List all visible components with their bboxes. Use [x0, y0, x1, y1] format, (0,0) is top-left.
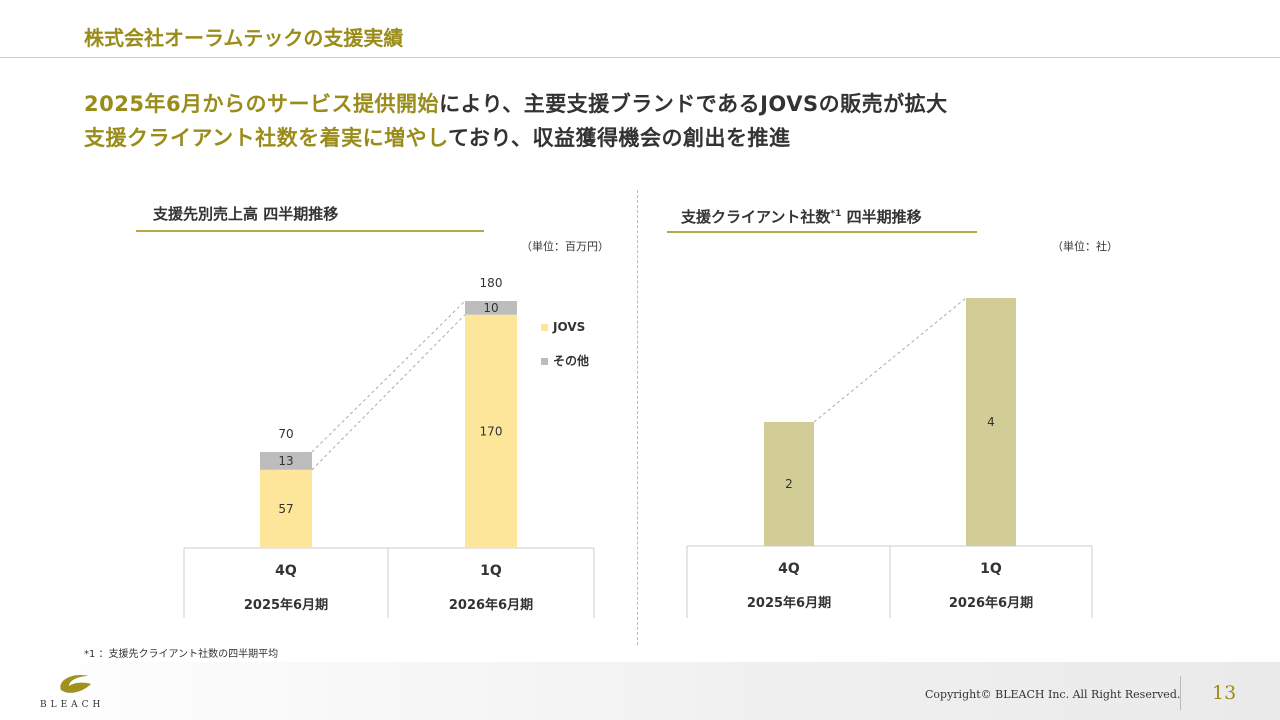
clients-bar-chart: 2 4Q 2025年6月期 4 1Q 2026年6月期: [686, 297, 1093, 618]
right-chart-title-tail: 四半期推移: [841, 208, 922, 226]
footer-band: [0, 662, 1280, 720]
data-label-clients: 4: [987, 415, 995, 429]
x-period-label: 2026年6月期: [449, 597, 533, 613]
legend-item-other: その他: [541, 352, 589, 369]
data-label-clients: 2: [785, 477, 793, 491]
left-chart-unit: （単位：百万円）: [521, 240, 609, 253]
growth-connector: [813, 297, 967, 423]
footer-separator: [1180, 676, 1181, 710]
left-chart-title-rule: [136, 230, 484, 232]
bar-clients: [764, 422, 814, 546]
right-chart-title-main: 支援クライアント社数: [681, 208, 831, 226]
bar-jovs: [465, 314, 517, 548]
footnote: *1 ：支援先クライアント社数の四半期平均: [84, 649, 279, 660]
legend-swatch-jovs: [541, 324, 548, 331]
x-tick-label: 1Q: [480, 563, 502, 579]
headline-line-1-rest: により、主要支援ブランドであるJOVSの販売が拡大: [439, 92, 948, 116]
right-chart-unit: （単位：社）: [1052, 240, 1118, 253]
x-period-label: 2025年6月期: [244, 597, 328, 613]
bleach-logo-icon: [60, 674, 91, 693]
headline-line-2-rest: ており、収益獲得機会の創出を推進: [448, 126, 791, 150]
bar-other: [465, 301, 517, 315]
x-period-label: 2026年6月期: [949, 595, 1033, 611]
title-divider: [0, 57, 1280, 58]
headline-line-1-highlight: 2025年6月からのサービス提供開始: [84, 92, 440, 116]
x-tick-label: 4Q: [275, 563, 297, 579]
logo-wordmark: BLEACH: [40, 700, 105, 710]
bar-clients: [966, 298, 1016, 546]
legend-label-other: その他: [553, 354, 590, 368]
total-label: 70: [278, 427, 293, 441]
page-number: 13: [1212, 682, 1237, 704]
copyright: Copyright© BLEACH Inc. All Right Reserve…: [925, 688, 1181, 701]
legend-label-jovs: JOVS: [553, 320, 586, 334]
data-label-other: 10: [483, 301, 498, 315]
right-chart-title: 支援クライアント社数*1 四半期推移: [681, 206, 922, 227]
legend-item-jovs: JOVS: [541, 320, 585, 334]
bar-other: [260, 451, 312, 470]
sales-stacked-bar-chart: 57 13 70 4Q 2025年6月期 170 10 180 1Q 2026年6月期: [183, 276, 595, 618]
right-chart-title-footnote-mark: *1: [830, 209, 842, 219]
x-tick-label: 1Q: [980, 561, 1002, 577]
headline-line-2-highlight: 支援クライアント社数を着実に増やし: [84, 126, 449, 150]
legend-swatch-other: [541, 358, 548, 365]
left-chart-title: 支援先別売上高 四半期推移: [153, 205, 339, 223]
data-label-other: 13: [278, 454, 293, 468]
headline-line-1: 2025年6月からのサービス提供開始により、主要支援ブランドであるJOVSの販売…: [84, 88, 948, 118]
growth-connector-bottom: [311, 314, 466, 471]
data-label-jovs: 57: [278, 502, 293, 516]
x-tick-label: 4Q: [778, 561, 800, 577]
page-title: 株式会社オーラムテックの支援実績: [84, 26, 404, 50]
headline-line-2: 支援クライアント社数を着実に増やしており、収益獲得機会の創出を推進: [84, 122, 791, 152]
bar-jovs: [260, 469, 312, 548]
data-label-jovs: 170: [480, 424, 503, 438]
chart-divider: [637, 190, 638, 645]
x-period-label: 2025年6月期: [747, 595, 831, 611]
growth-connector-top: [311, 300, 466, 453]
total-label: 180: [480, 276, 503, 290]
right-chart-title-rule: [667, 231, 977, 233]
